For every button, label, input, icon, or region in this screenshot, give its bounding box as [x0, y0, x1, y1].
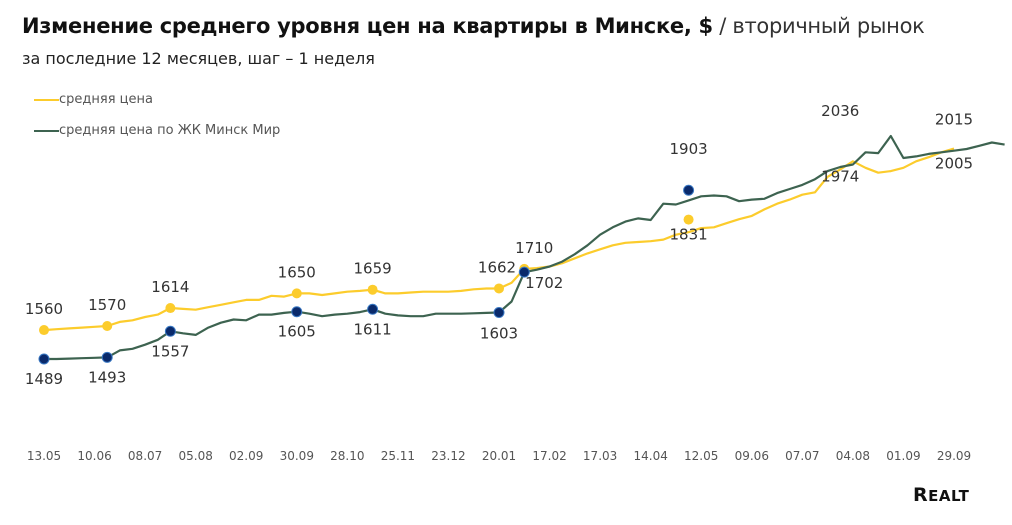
data-point-marker-mir — [367, 303, 379, 315]
x-tick-label: 05.08 — [178, 449, 212, 463]
x-tick-label: 01.09 — [886, 449, 920, 463]
legend-item-mir: средняя цена по ЖК Минск Мир — [34, 123, 280, 138]
data-label-mir: 1557 — [151, 342, 189, 360]
chart-title: Изменение среднего уровня цен на квартир… — [22, 14, 925, 38]
x-tick-label: 08.07 — [128, 449, 162, 463]
data-point-marker-mir — [291, 306, 303, 318]
x-tick-label: 07.07 — [785, 449, 819, 463]
data-point-marker-mir — [164, 325, 176, 337]
data-label-mir: 1702 — [525, 274, 563, 292]
x-tick-label: 17.02 — [532, 449, 566, 463]
x-tick-label: 20.01 — [482, 449, 516, 463]
data-label-avg: 1974 — [821, 167, 859, 185]
data-label-mir: 1611 — [354, 320, 392, 338]
chart-title-suffix: / вторичный рынок — [712, 14, 925, 38]
x-tick-label: 10.06 — [77, 449, 111, 463]
x-tick-label: 02.09 — [229, 449, 263, 463]
data-point-marker-avg — [165, 303, 176, 314]
data-label-avg: 1560 — [25, 300, 63, 318]
data-label-mir: 1903 — [669, 140, 707, 158]
x-tick-label: 09.06 — [735, 449, 769, 463]
x-tick-label: 28.10 — [330, 449, 364, 463]
x-tick-label: 25.11 — [381, 449, 415, 463]
legend-swatch-mir — [34, 129, 59, 132]
data-label-mir: 1493 — [88, 368, 126, 386]
data-label-avg: 1710 — [515, 239, 553, 257]
x-tick-label: 12.05 — [684, 449, 718, 463]
x-tick-label: 13.05 — [27, 449, 61, 463]
data-point-marker-mir — [101, 351, 113, 363]
x-tick-label: 23.12 — [431, 449, 465, 463]
data-label-avg: 2005 — [935, 155, 973, 173]
data-point-marker-mir — [493, 307, 505, 319]
data-point-marker-avg — [683, 214, 694, 225]
legend-label-avg: средняя цена — [59, 92, 153, 107]
x-tick-label: 14.04 — [633, 449, 667, 463]
chart-title-main: Изменение среднего уровня цен на квартир… — [22, 14, 713, 38]
x-tick-label: 17.03 — [583, 449, 617, 463]
data-label-mir: 1603 — [480, 325, 518, 343]
data-label-mir: 1605 — [278, 323, 316, 341]
data-label-avg: 1614 — [151, 278, 189, 296]
data-label-avg: 1570 — [88, 296, 126, 314]
legend-label-mir: средняя цена по ЖК Минск Мир — [59, 123, 281, 138]
data-point-marker-avg — [367, 284, 378, 295]
chart-subtitle: за последние 12 месяцев, шаг – 1 неделя — [22, 49, 375, 68]
data-point-marker-avg — [494, 283, 504, 294]
data-label-avg: 1659 — [354, 260, 392, 278]
data-point-marker-mir — [38, 353, 50, 365]
data-label-avg: 1662 — [478, 258, 516, 276]
x-tick-label: 04.08 — [836, 449, 870, 463]
data-point-marker-mir — [518, 266, 530, 278]
x-tick-label: 30.09 — [280, 449, 314, 463]
data-label-mir: 1489 — [25, 370, 63, 388]
data-point-marker-avg — [291, 288, 302, 299]
x-tick-label: 29.09 — [937, 449, 971, 463]
legend-swatch-avg — [34, 98, 59, 101]
data-label-avg: 1650 — [278, 263, 316, 281]
data-label-avg: 1831 — [669, 226, 707, 244]
data-point-marker-avg — [39, 325, 49, 336]
realt-logo: REALT — [913, 484, 970, 506]
legend-item-avg: средняя цена — [34, 92, 153, 107]
data-label-mir: 2015 — [935, 111, 973, 129]
data-label-mir: 2036 — [821, 102, 859, 120]
data-point-marker-avg — [102, 320, 113, 331]
data-point-marker-mir — [683, 184, 695, 196]
series-line-avg — [43, 147, 955, 332]
